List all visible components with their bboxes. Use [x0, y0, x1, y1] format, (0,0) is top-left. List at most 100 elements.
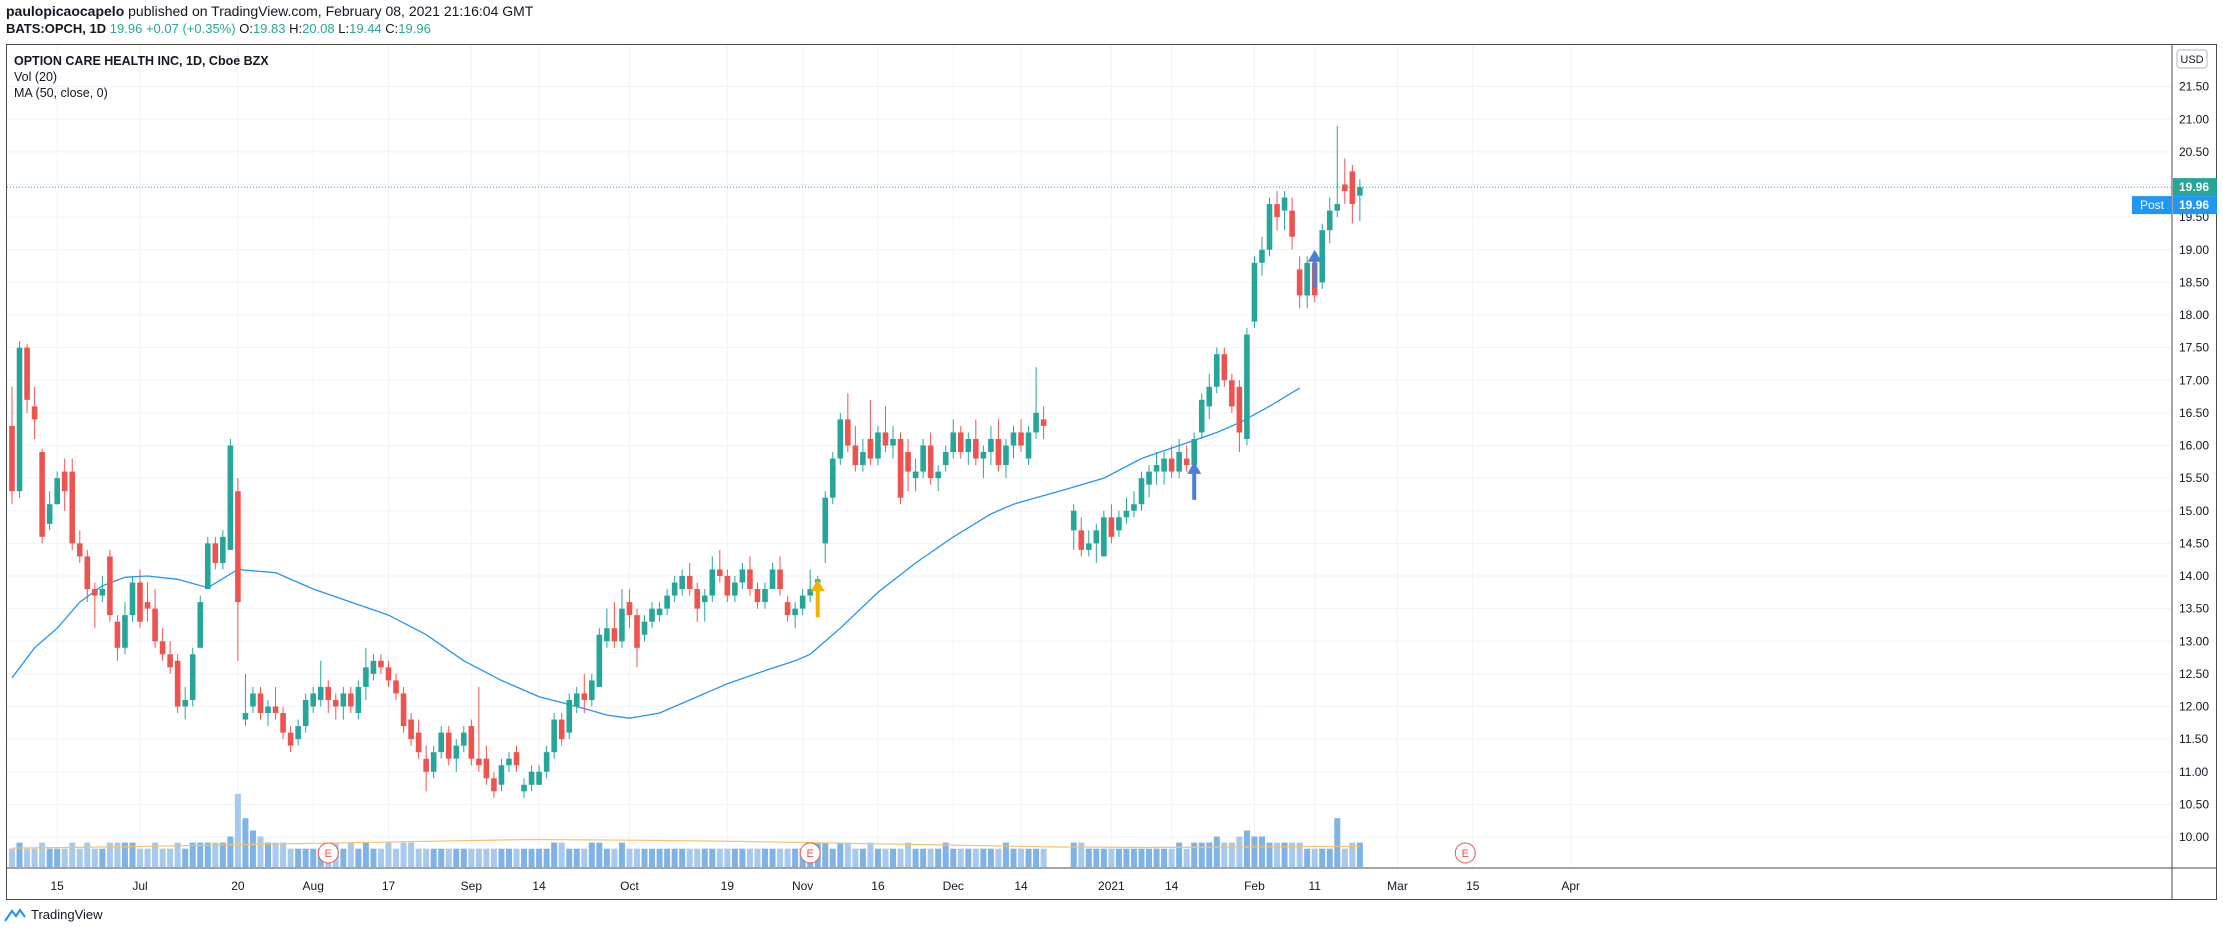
volume-bar [129, 842, 136, 867]
legend-volume[interactable]: Vol (20) [14, 70, 58, 84]
legend-symbol-title[interactable]: OPTION CARE HEALTH INC, 1D, Cboe BZX [14, 54, 269, 68]
currency-badge: USD [2176, 49, 2208, 69]
candle-body [212, 543, 219, 563]
last-price: 19.96 [109, 21, 143, 36]
candle-body [54, 478, 60, 505]
candle-body [325, 686, 332, 700]
volume-bar [121, 842, 128, 867]
candle-body [950, 432, 957, 453]
candle-body [829, 458, 836, 498]
volume-bar [618, 842, 625, 867]
earnings-marker: E [1454, 842, 1476, 864]
candles [9, 125, 1363, 798]
earnings-marker-label: E [325, 848, 332, 860]
ticker: BATS:OPCH, 1D [6, 21, 107, 36]
candle-body [799, 595, 806, 609]
legend-moving-average[interactable]: MA (50, close, 0) [14, 86, 108, 100]
volume-bar [46, 848, 53, 867]
volume-bar [362, 842, 369, 867]
candle-body [137, 582, 143, 622]
annotation-arrow [1307, 249, 1322, 288]
volume-bar [310, 848, 317, 867]
volume-bar [227, 836, 234, 867]
candle-body [649, 608, 655, 622]
volume-bar [340, 848, 347, 867]
volume-bar [197, 842, 204, 867]
time-tick-label: Aug [303, 879, 324, 893]
candle-body [257, 693, 264, 714]
candle-body [1101, 517, 1107, 557]
volume-bar [671, 848, 678, 867]
volume-bar [1040, 848, 1047, 867]
candle-body [453, 745, 460, 759]
volume-bar [1153, 848, 1160, 867]
candle-body [897, 438, 904, 498]
candle-body [867, 438, 874, 459]
volume-bar [1206, 842, 1213, 867]
volume-bar [152, 842, 159, 867]
volume-bar [9, 848, 15, 867]
time-tick-label: Feb [1244, 879, 1265, 893]
volume-bar [483, 848, 490, 867]
volume-bar [709, 848, 716, 867]
time-tick-label: 14 [1165, 879, 1179, 893]
time-axis-labels: 15 Jul 20 Aug 17 Sep 14 Oct 19 Nov 16 Dec 14 2021 14 Fe… [51, 879, 1581, 893]
candle-body [491, 778, 497, 792]
price-tick-label: 14.00 [2179, 569, 2209, 583]
candle-body [174, 660, 181, 707]
candle-body [1304, 262, 1310, 296]
candle-body [122, 615, 128, 648]
candle-body [24, 347, 30, 400]
annotation-arrow [1187, 461, 1202, 500]
volume-bar [521, 848, 528, 867]
volume-bar [415, 848, 422, 867]
time-tick-label: Oct [620, 879, 639, 893]
volume-bar [1243, 830, 1250, 867]
candle-body [528, 771, 535, 785]
candle-body [1085, 543, 1092, 550]
volume-bar [844, 842, 851, 867]
candle-body [988, 438, 994, 453]
candle-body [596, 634, 603, 687]
volume-bar [1138, 848, 1145, 867]
volume-bar [784, 848, 791, 867]
volume-bar [611, 848, 618, 867]
volume-bar [505, 848, 512, 867]
candle-body [641, 621, 648, 635]
volume-bar [882, 848, 889, 867]
candle-body [724, 576, 731, 596]
candle-body [182, 699, 188, 707]
candle-body [287, 732, 294, 746]
earnings-marker-circle [799, 842, 821, 864]
candle-body [1349, 171, 1356, 205]
candle-body [1334, 204, 1341, 211]
price-tick-label: 10.50 [2179, 797, 2209, 811]
candle-body [302, 699, 309, 727]
candle-body [656, 608, 663, 616]
candle-body [332, 699, 339, 707]
time-tick-label: 11 [1308, 879, 1321, 893]
volume-bar [942, 842, 949, 867]
candle-body [1342, 184, 1348, 192]
volume-bar [498, 848, 505, 867]
candle-body [777, 569, 783, 590]
volume-bar [1123, 848, 1130, 867]
volume-bar [1289, 842, 1296, 867]
candle-body [1191, 438, 1198, 466]
volume-bar [890, 848, 897, 867]
volume-bar [626, 848, 633, 867]
volume-bar [174, 842, 181, 867]
volume-bar [1213, 836, 1220, 867]
candle-body [604, 628, 610, 642]
volume-bar [265, 842, 272, 867]
volume-bar [1341, 848, 1348, 867]
candle-body [822, 497, 829, 544]
candle-body [1214, 354, 1220, 387]
candle-body [521, 784, 527, 792]
author-name[interactable]: paulopicaocapelo [6, 3, 125, 19]
volume-bar [1183, 848, 1190, 867]
candle-body [378, 660, 384, 668]
candle-body [39, 452, 45, 537]
candle-body [310, 693, 316, 707]
